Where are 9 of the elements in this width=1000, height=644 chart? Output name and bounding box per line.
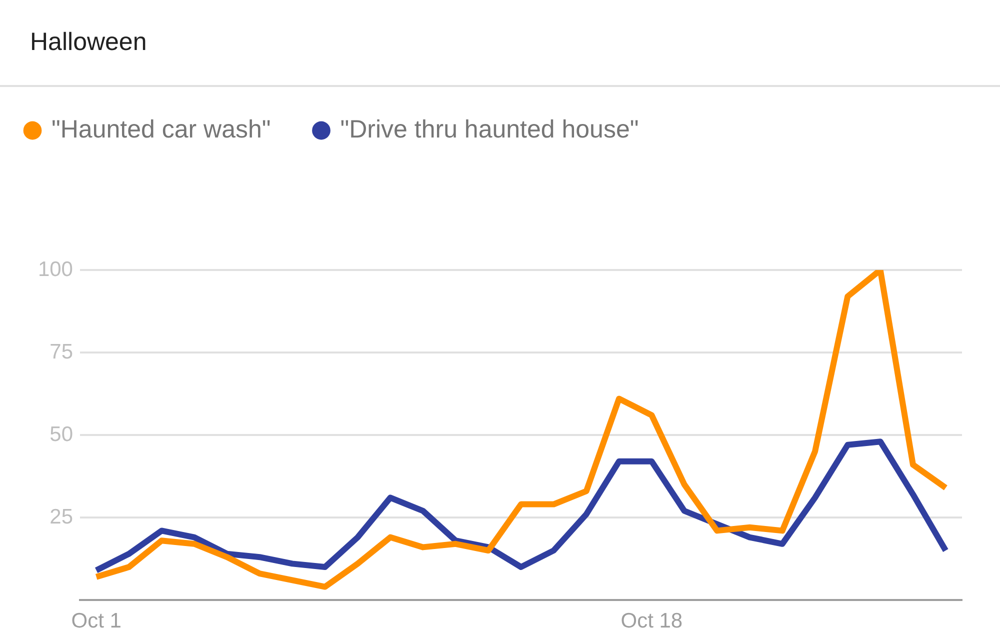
legend-label: "Drive thru haunted house" (340, 115, 639, 144)
y-tick-label: 75 (50, 340, 73, 364)
y-tick-label: 25 (50, 505, 73, 528)
y-tick-label: 100 (38, 258, 73, 281)
chart-title: Halloween (30, 27, 147, 57)
x-tick-label: Oct 18 (620, 609, 683, 632)
y-tick-label: 50 (50, 422, 73, 446)
legend-label: "Haunted car wash" (52, 115, 271, 144)
x-tick-label: Oct 1 (71, 609, 122, 632)
